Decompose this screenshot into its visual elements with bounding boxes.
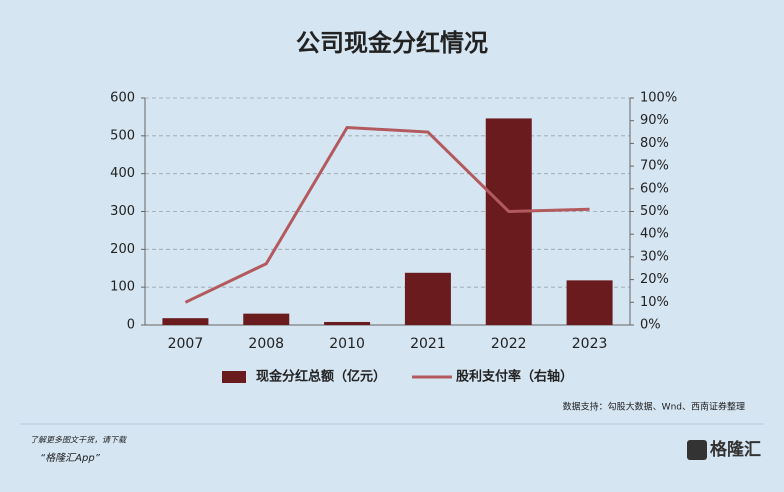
- y2-tick-label: 90%: [640, 113, 669, 128]
- app-text: “格隆汇App”: [40, 452, 101, 464]
- y2-tick-label: 70%: [640, 159, 669, 174]
- y2-tick-label: 80%: [640, 136, 669, 151]
- legend-label: 现金分红总额（亿元）: [256, 369, 386, 385]
- y2-tick-label: 0%: [640, 318, 661, 333]
- y2-tick-label: 30%: [640, 249, 669, 264]
- y2-tick-label: 40%: [640, 227, 669, 242]
- y2-tick-label: 100%: [640, 91, 677, 106]
- bar: [243, 313, 290, 325]
- promo-text: 了解更多图文干货，请下载: [30, 436, 127, 445]
- bar: [404, 272, 451, 325]
- y2-tick-label: 50%: [640, 204, 669, 219]
- y-tick-label: 100: [110, 280, 135, 295]
- y-tick-label: 600: [110, 91, 135, 106]
- x-tick-label: 2010: [329, 336, 365, 352]
- y-tick-label: 400: [110, 166, 135, 181]
- y-tick-label: 0: [127, 318, 135, 333]
- chart-title: 公司现金分红情况: [296, 29, 488, 57]
- y2-tick-label: 10%: [640, 295, 669, 310]
- source-note: 数据支持：勾股大数据、Wnd、西南证券整理: [563, 401, 745, 413]
- y-tick-label: 200: [110, 242, 135, 257]
- y2-tick-label: 20%: [640, 272, 669, 287]
- x-tick-label: 2008: [248, 336, 284, 352]
- x-tick-label: 2021: [410, 336, 446, 352]
- bar: [485, 118, 532, 326]
- bar: [324, 321, 371, 325]
- y2-tick-label: 60%: [640, 181, 669, 196]
- bar: [566, 280, 613, 325]
- x-tick-label: 2022: [491, 336, 527, 352]
- y-tick-label: 500: [110, 128, 135, 143]
- logo-icon: [687, 440, 707, 460]
- logo-text: 格隆汇: [710, 439, 761, 460]
- legend-swatch: [222, 371, 246, 383]
- bar: [162, 318, 209, 325]
- line: [184, 125, 590, 304]
- y-tick-label: 300: [110, 204, 135, 219]
- x-tick-label: 2007: [168, 336, 204, 352]
- x-tick-label: 2023: [572, 336, 608, 352]
- legend-label: 股利支付率（右轴）: [456, 369, 573, 385]
